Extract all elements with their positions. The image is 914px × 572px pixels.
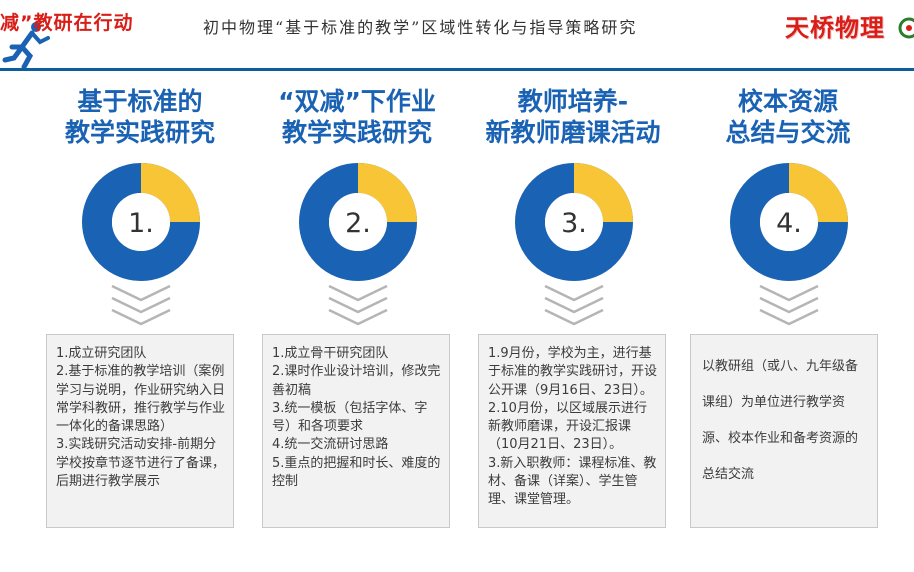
column-2: “双减”下作业 教学实践研究 2. 1.成立骨干研究团队 2.课时作业设计培训，… (252, 86, 462, 528)
content-item: 1.成立骨干研究团队 (272, 346, 389, 361)
chevron-down-icon (328, 284, 388, 326)
header-left-title: 减”教研在行动 (0, 12, 134, 34)
content-item: 3.实践研究活动安排-前期分学校按章节逐节进行了备课，后期进行教学展示 (56, 437, 226, 490)
header-right-title: 天桥物理 (785, 13, 885, 42)
chevron-down-icon (759, 284, 819, 326)
content-box: 1.9月份，学校为主，进行基于标准的教学实践研讨，开设公开课（9月16日、23日… (478, 334, 666, 528)
content-item: 1.成立研究团队 (56, 346, 147, 361)
content-box: 1.成立骨干研究团队 2.课时作业设计培训，修改完善初稿 3.统一模板（包括字体… (262, 334, 450, 528)
column-title: 校本资源 总结与交流 (683, 86, 893, 148)
step-number: 4. (776, 208, 802, 239)
step-number: 2. (345, 208, 371, 239)
content-item: 3.统一模板（包括字体、字号）和各项要求 (272, 400, 428, 435)
content-item: 以教研组（或八、九年级备课组）为单位进行教学资源、校本作业和备考资源的总结交流 (702, 359, 859, 482)
column-title-line2: 教学实践研究 (281, 118, 432, 147)
column-title: “双减”下作业 教学实践研究 (252, 86, 462, 148)
donut-segment-yellow (788, 163, 848, 223)
content-item: 5.重点的把握和时长、难度的控制 (272, 455, 441, 490)
column-title-line1: 教师培养- (517, 87, 629, 116)
column-title: 基于标准的 教学实践研究 (35, 86, 245, 148)
step-number: 3. (561, 208, 587, 239)
column-title-line1: 基于标准的 (77, 87, 203, 116)
donut-hole (329, 193, 387, 251)
content-item: 2.课时作业设计培训，修改完善初稿 (272, 364, 441, 398)
column-title: 教师培养- 新教师磨课活动 (468, 86, 678, 148)
column-3: 教师培养- 新教师磨课活动 3. 1.9月份，学校为主，进行基于标准的教学实践研… (468, 86, 678, 528)
content-item: 2.10月份，以区域展示进行新教师磨课，开设汇报课（10月21日、23日）。 (488, 400, 647, 453)
column-title-line2: 教学实践研究 (64, 118, 215, 147)
column-1: 基于标准的 教学实践研究 1. 1.成立研究团队 2.基于标准的教学培训（案例学… (35, 86, 245, 528)
header-center-title: 初中物理“基于标准的教学”区域性转化与指导策略研究 (203, 18, 638, 37)
chevron-down-icon (544, 284, 604, 326)
step-number: 1. (128, 208, 154, 239)
content-item: 4.统一交流研讨思路 (272, 437, 389, 453)
donut-segment-yellow (573, 163, 633, 223)
content-box: 1.成立研究团队 2.基于标准的教学培训（案例学习与说明，作业研究纳入日常学科教… (46, 334, 234, 528)
column-4: 校本资源 总结与交流 4. 以教研组（或八、九年级备课组）为单位进行教学资源、校… (683, 86, 893, 528)
column-title-line1: 校本资源 (737, 87, 838, 116)
donut-chart: 1. (79, 160, 203, 284)
column-title-line1: “双减”下作业 (278, 87, 436, 116)
runner-icon (2, 22, 50, 70)
donut-hole (112, 193, 170, 251)
donut-hole (760, 193, 818, 251)
donut-hole (545, 193, 603, 251)
donut-chart: 3. (512, 160, 636, 284)
donut-segment-yellow (140, 163, 200, 223)
column-title-line2: 新教师磨课活动 (485, 118, 661, 147)
donut-segment-yellow (357, 163, 417, 223)
chevron-down-icon (111, 284, 171, 326)
header-divider (0, 68, 914, 71)
header: 减”教研在行动 初中物理“基于标准的教学”区域性转化与指导策略研究 天桥物理 (0, 0, 914, 74)
content-item: 3.新入职教师：课程标准、教材、备课（详案）、学生管理、课堂管理。 (488, 455, 657, 508)
donut-chart: 4. (727, 160, 851, 284)
content-item: 2.基于标准的教学培训（案例学习与说明，作业研究纳入日常学科教研，推行教学与作业… (56, 364, 226, 435)
column-title-line2: 总结与交流 (725, 118, 851, 147)
school-logo-icon (898, 17, 914, 39)
donut-chart: 2. (296, 160, 420, 284)
content-item: 1.9月份，学校为主，进行基于标准的教学实践研讨，开设公开课（9月16日、23日… (488, 346, 658, 398)
content-box: 以教研组（或八、九年级备课组）为单位进行教学资源、校本作业和备考资源的总结交流 (690, 334, 878, 528)
